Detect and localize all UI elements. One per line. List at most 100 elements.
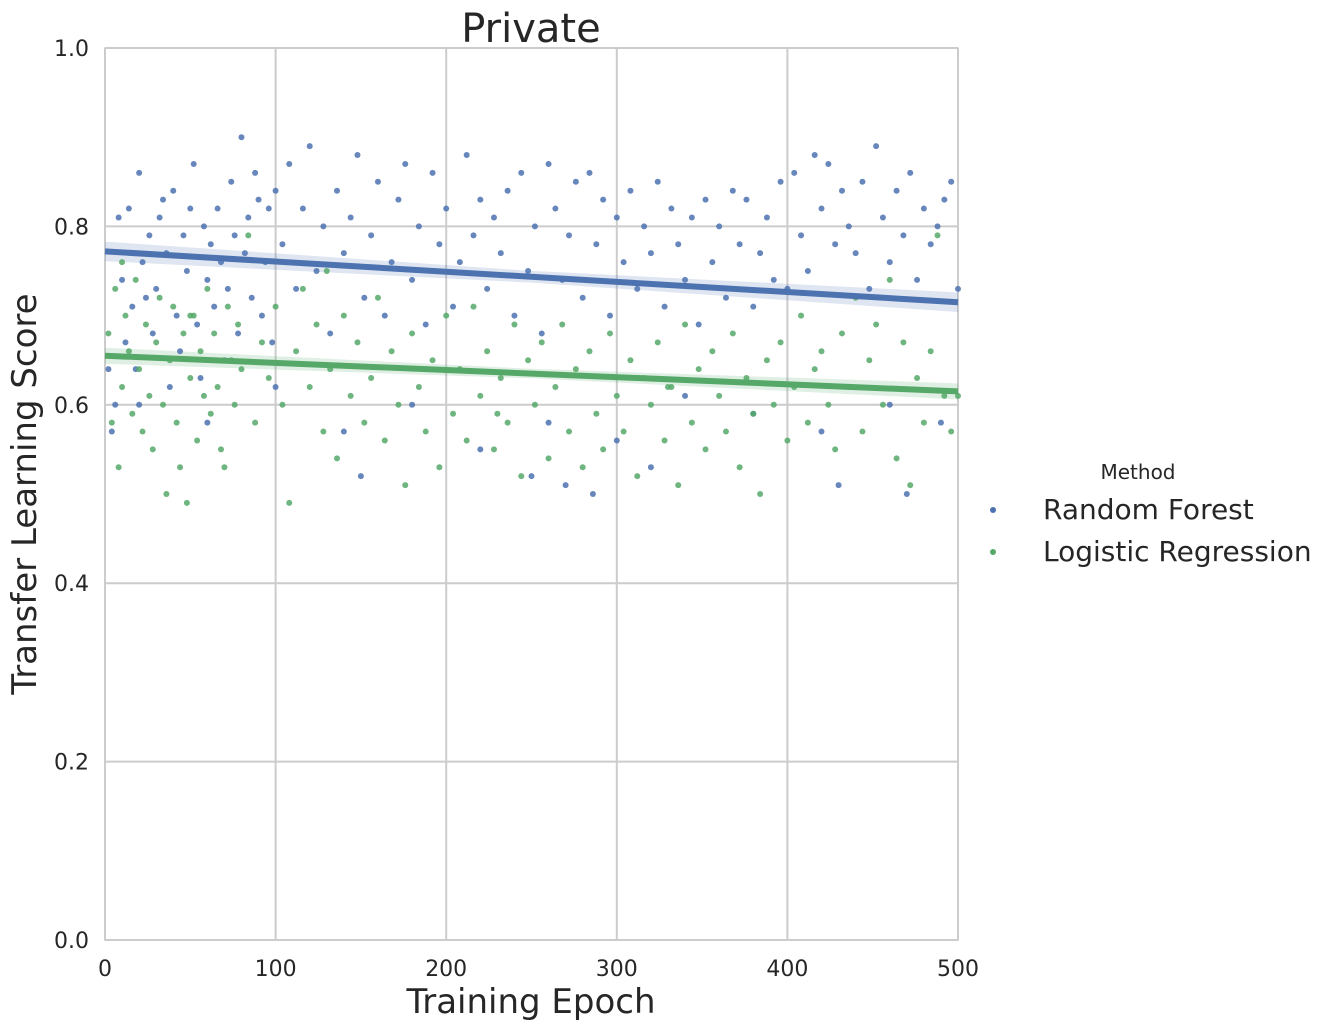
point-random-forest [613,214,620,221]
point-random-forest [538,330,545,337]
point-logistic-regression [119,383,126,390]
point-logistic-regression [422,428,429,435]
point-random-forest [743,196,750,203]
point-random-forest [139,259,146,266]
point-logistic-regression [647,401,654,408]
point-logistic-regression [313,321,320,328]
point-logistic-regression [218,446,225,453]
point-logistic-regression [415,383,422,390]
point-random-forest [920,205,927,212]
point-random-forest [600,196,607,203]
point-random-forest [593,241,600,248]
point-logistic-regression [214,383,221,390]
y-tick-label: 0.4 [54,572,89,597]
point-random-forest [948,178,955,185]
legend: Method Random Forest Logistic Regression [990,460,1312,568]
point-random-forest [770,276,777,283]
point-random-forest [313,268,320,274]
point-logistic-regression [709,348,716,355]
point-random-forest [955,285,961,292]
point-logistic-regression [511,321,518,328]
point-random-forest [269,339,276,346]
point-logistic-regression [825,401,832,408]
point-random-forest [183,268,190,274]
point-random-forest [415,223,422,230]
point-logistic-regression [955,392,961,399]
point-random-forest [204,419,211,426]
point-logistic-regression [832,446,839,453]
point-random-forest [136,169,143,176]
point-logistic-regression [518,473,525,480]
point-logistic-regression [347,392,354,399]
point-logistic-regression [811,366,818,373]
point-logistic-regression [187,312,194,319]
point-random-forest [368,232,375,239]
regression-lines [104,248,959,395]
point-random-forest [299,205,306,212]
point-logistic-regression [119,259,126,266]
point-logistic-regression [757,491,764,497]
chart-title: Private [461,6,600,52]
point-logistic-regression [873,321,880,328]
point-random-forest [606,312,613,319]
point-logistic-regression [497,375,504,382]
point-random-forest [279,241,286,248]
point-logistic-regression [122,312,129,319]
point-logistic-regression [293,348,300,355]
point-random-forest [682,276,689,283]
point-logistic-regression [323,268,330,274]
point-logistic-regression [450,410,457,417]
regression-line-logistic-regression [104,352,959,395]
point-logistic-regression [552,383,559,390]
point-logistic-regression [252,419,259,426]
point-random-forest [497,250,504,257]
point-random-forest [115,214,122,221]
point-logistic-regression [231,401,238,408]
point-random-forest [388,259,395,266]
point-random-forest [122,339,129,346]
point-logistic-regression [299,285,306,292]
point-logistic-regression [443,312,450,319]
point-random-forest [907,169,914,176]
point-random-forest [347,214,354,221]
point-logistic-regression [238,366,245,373]
point-random-forest [320,223,327,230]
point-logistic-regression [129,410,136,417]
point-random-forest [170,187,177,194]
point-random-forest [149,330,156,337]
point-random-forest [334,187,341,194]
point-random-forest [146,232,153,239]
point-logistic-regression [798,312,805,319]
point-random-forest [119,276,126,283]
point-logistic-regression [682,321,689,328]
point-logistic-regression [115,464,122,471]
point-logistic-regression [613,392,620,399]
point-random-forest [245,214,252,221]
point-logistic-regression [716,392,723,399]
point-random-forest [757,250,764,257]
point-logistic-regression [279,401,286,408]
point-random-forest [566,232,573,239]
point-random-forest [409,401,416,408]
point-logistic-regression [221,464,228,471]
point-random-forest [142,294,149,301]
point-logistic-regression [235,321,242,328]
point-logistic-regression [893,455,900,462]
point-logistic-regression [770,401,777,408]
x-tick-label: 300 [596,957,638,982]
point-random-forest [562,482,569,489]
x-tick-label: 500 [937,957,979,982]
point-random-forest [248,294,255,301]
point-random-forest [589,491,596,497]
point-random-forest [647,464,654,471]
point-random-forest [470,232,477,239]
x-axis-title: Training Epoch [405,982,655,1022]
point-logistic-regression [504,419,511,426]
point-logistic-regression [886,276,893,283]
point-random-forest [357,473,364,480]
point-logistic-regression [538,339,545,346]
point-random-forest [702,196,709,203]
point-logistic-regression [784,437,791,444]
point-logistic-regression [490,446,497,453]
point-logistic-regression [197,348,204,355]
